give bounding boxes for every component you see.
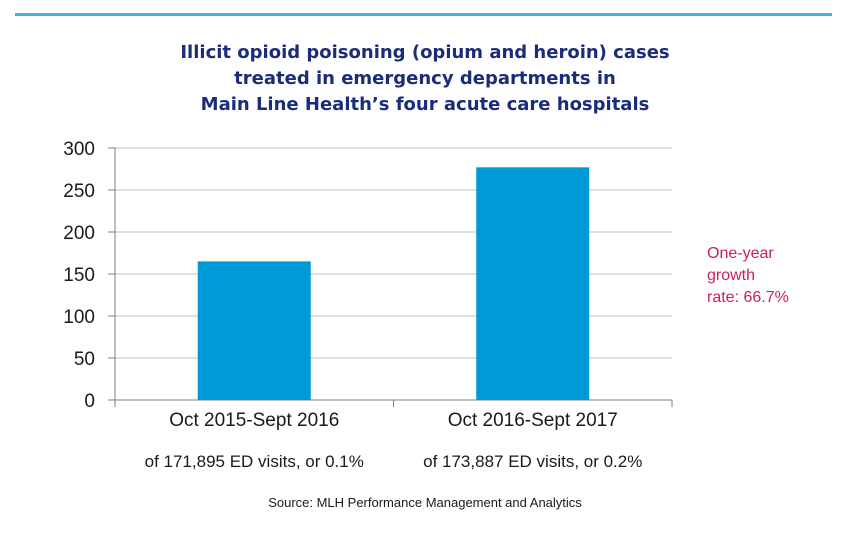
y-tick-label: 200	[63, 223, 95, 244]
y-tick-label: 0	[84, 391, 95, 412]
chart-title-line: Illicit opioid poisoning (opium and hero…	[180, 42, 670, 63]
annotation-line: rate: 66.7%	[707, 289, 789, 306]
x-category-label: Oct 2016-Sept 2017	[448, 410, 618, 431]
annotation-line: One-year	[707, 245, 774, 262]
growth-annotation: One-year growth rate: 66.7%	[707, 243, 827, 309]
y-tick-label: 250	[63, 181, 95, 202]
x-category-sublabel: of 171,895 ED visits, or 0.1%	[145, 452, 364, 471]
x-category-label: Oct 2015-Sept 2016	[169, 410, 339, 431]
source-note: Source: MLH Performance Management and A…	[268, 495, 582, 510]
chart-title: Illicit opioid poisoning (opium and hero…	[0, 40, 850, 118]
y-tick-label: 300	[63, 139, 95, 160]
chart-title-line: treated in emergency departments in	[234, 68, 616, 89]
x-category-sublabel: of 173,887 ED visits, or 0.2%	[423, 452, 642, 471]
chart-title-line: Main Line Health’s four acute care hospi…	[200, 94, 650, 115]
bar	[476, 167, 590, 400]
top-rule	[15, 13, 832, 16]
annotation-line: growth	[707, 267, 756, 284]
bar	[197, 261, 311, 400]
y-tick-label: 100	[63, 307, 95, 328]
y-tick-label: 50	[74, 349, 95, 370]
y-tick-label: 150	[63, 265, 95, 286]
